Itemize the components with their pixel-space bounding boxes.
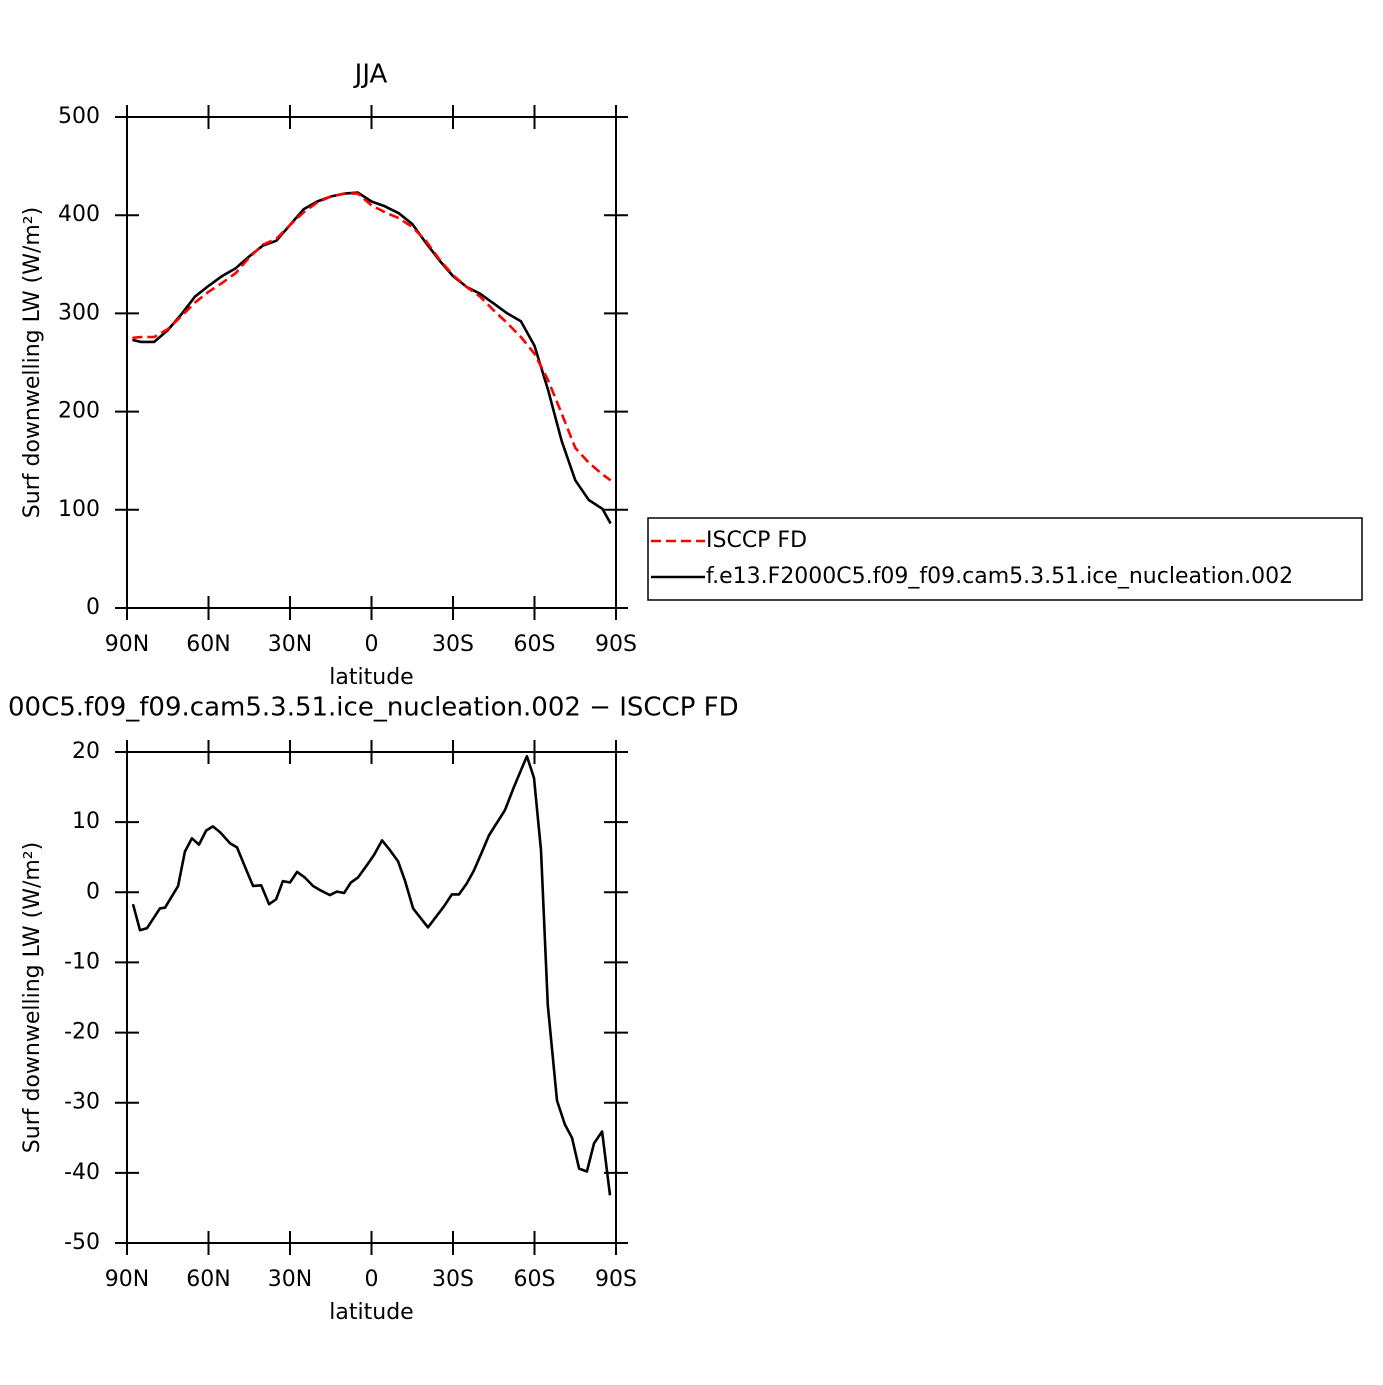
x-tick-label: 60N [186, 1267, 230, 1292]
y-tick-label: 0 [86, 595, 100, 620]
x-tick-label: 90N [105, 632, 149, 657]
legend-label: f.e13.F2000C5.f09_f09.cam5.3.51.ice_nucl… [706, 564, 1293, 589]
y-tick-label: 300 [58, 300, 100, 325]
y-tick-label: 100 [58, 497, 100, 522]
x-tick-label: 90S [595, 1267, 637, 1292]
y-tick-label: 0 [86, 879, 100, 904]
x-tick-label: 60N [186, 632, 230, 657]
x-tick-label: 90S [595, 632, 637, 657]
y-tick-label: 500 [58, 104, 100, 129]
x-tick-label: 60S [514, 1267, 556, 1292]
x-tick-label: 30N [268, 632, 312, 657]
y-tick-label: -10 [64, 949, 100, 974]
y-tick-label: 20 [72, 739, 100, 764]
x-tick-label: 90N [105, 1267, 149, 1292]
chart-title: JJA [353, 60, 388, 90]
plot-frame [126, 116, 617, 609]
y-tick-label: -30 [64, 1090, 100, 1115]
data-line [131, 754, 612, 1196]
y-axis-title: Surf downwelling LW (W/m²) [20, 207, 45, 518]
y-tick-label: -40 [64, 1160, 100, 1185]
chart-title: 00C5.f09_f09.cam5.3.51.ice_nucleation.00… [8, 693, 739, 723]
y-tick-label: 10 [72, 809, 100, 834]
legend-label: ISCCP FD [706, 528, 807, 553]
x-tick-label: 0 [365, 1267, 379, 1292]
x-tick-label: 30N [268, 1267, 312, 1292]
legend-box [647, 517, 1363, 601]
y-tick-label: -50 [64, 1230, 100, 1255]
data-line [132, 191, 612, 525]
x-axis-title: latitude [329, 665, 413, 690]
y-tick-label: 200 [58, 399, 100, 424]
data-line [132, 192, 612, 482]
plot-frame [126, 751, 617, 1244]
x-tick-label: 60S [514, 632, 556, 657]
y-tick-label: 400 [58, 202, 100, 227]
x-tick-label: 30S [432, 632, 474, 657]
y-tick-label: -20 [64, 1020, 100, 1045]
x-axis-title: latitude [329, 1300, 413, 1325]
x-tick-label: 30S [432, 1267, 474, 1292]
y-axis-title: Surf downwelling LW (W/m²) [20, 842, 45, 1153]
x-tick-label: 0 [365, 632, 379, 657]
